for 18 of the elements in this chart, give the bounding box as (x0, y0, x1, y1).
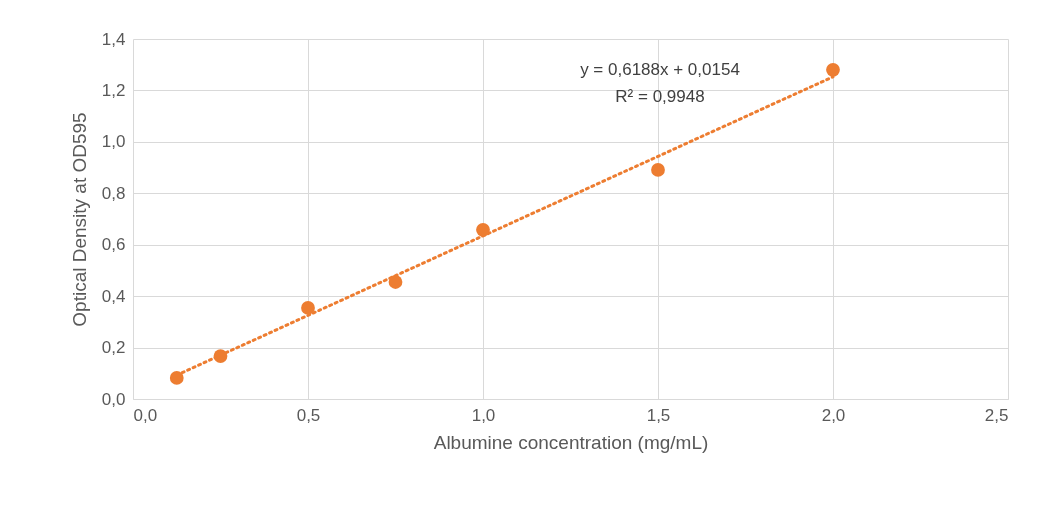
x-tick-label: 2,5 (984, 405, 1009, 425)
annotation: R² = 0,9948 (615, 87, 705, 106)
x-tick-label: 0,5 (296, 405, 321, 425)
y-tick-label: 0,2 (101, 338, 126, 358)
y-axis-title: Optical Density at OD595 (68, 112, 90, 327)
y-tick-label: 1,2 (101, 80, 126, 100)
y-tick-label: 0,6 (101, 235, 126, 255)
x-axis-title: Albumine concentration (mg/mL) (433, 431, 709, 453)
annotation: y = 0,6188x + 0,0154 (580, 60, 740, 79)
x-tick-label: 0,0 (133, 405, 158, 425)
y-tick-label: 0,4 (101, 286, 126, 306)
y-tick-label: 0,0 (101, 389, 126, 409)
y-tick-label: 0,8 (101, 183, 126, 203)
x-tick-label: 1,5 (646, 405, 671, 425)
y-tick-label: 1,0 (101, 132, 126, 152)
x-tick-label: 2,0 (821, 405, 846, 425)
x-tick-label: 1,0 (471, 405, 496, 425)
y-tick-label: 1,4 (101, 29, 126, 49)
